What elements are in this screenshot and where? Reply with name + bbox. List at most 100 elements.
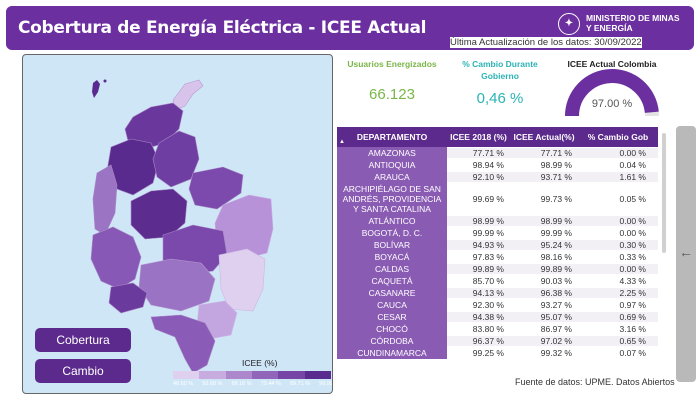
table-row[interactable]: CALDAS 99.89 % 99.89 % 0.00 % bbox=[337, 263, 658, 275]
cell-cambio-gob: 0.07 % bbox=[619, 348, 646, 358]
page-title: Cobertura de Energía Eléctrica - ICEE Ac… bbox=[18, 18, 427, 38]
map-region-centro[interactable] bbox=[130, 188, 188, 240]
table-row[interactable]: AMAZONAS 77.71 % 77.71 % 0.00 % bbox=[337, 147, 658, 159]
map-region-amazonas[interactable] bbox=[150, 314, 216, 374]
table-scrollbar[interactable] bbox=[662, 133, 666, 253]
header-cambio-gob[interactable]: % Cambio Gob bbox=[587, 132, 649, 142]
cell-departamento: CAQUETÁ bbox=[337, 275, 447, 287]
arrow-left-icon[interactable]: ← bbox=[679, 244, 693, 260]
colombia-map[interactable] bbox=[23, 55, 333, 394]
table-row[interactable]: BOLÍVAR 94.93 % 95.24 % 0.30 % bbox=[337, 239, 658, 251]
legend-swatch bbox=[278, 371, 305, 379]
table-body: AMAZONAS 77.71 % 77.71 % 0.00 % ANTIOQUIA 98.… bbox=[337, 147, 658, 359]
ministry-name-line2: Y ENERGÍA bbox=[586, 23, 633, 33]
cell-departamento: CÓRDOBA bbox=[337, 335, 447, 347]
table-row[interactable]: CAQUETÁ 85.70 % 90.03 % 4.33 % bbox=[337, 275, 658, 287]
map-region-guajira[interactable] bbox=[172, 79, 204, 111]
cell-icee-2018: 98.99 % bbox=[447, 216, 510, 226]
legend-label: 48.60 % bbox=[173, 381, 194, 387]
cell-departamento: CUNDINAMARCA bbox=[337, 347, 447, 359]
table-row[interactable]: ATLÁNTICO 98.99 % 98.99 % 0.00 % bbox=[337, 215, 658, 227]
legend-label: 99.99 bbox=[319, 381, 333, 387]
map-region-caqueta[interactable] bbox=[138, 258, 216, 312]
cell-departamento: CASANARE bbox=[337, 287, 447, 299]
cell-icee-2018: 96.37 % bbox=[447, 336, 510, 346]
table-row[interactable]: ANTIOQUIA 98.94 % 98.99 % 0.04 % bbox=[337, 159, 658, 171]
cell-icee-actual: 95.24 % bbox=[510, 240, 578, 250]
legend-label: 89.71 % bbox=[289, 381, 311, 387]
legend-swatch bbox=[251, 371, 279, 379]
cell-icee-actual: 77.71 % bbox=[510, 148, 578, 158]
table-row[interactable]: ARAUCA 92.10 % 93.71 % 1.61 % bbox=[337, 171, 658, 183]
cell-departamento: AMAZONAS bbox=[337, 147, 447, 159]
cell-icee-2018: 94.38 % bbox=[447, 312, 510, 322]
table-row[interactable]: BOGOTÁ, D. C. 99.99 % 99.99 % 0.00 % bbox=[337, 227, 658, 239]
users-value: 66.123 bbox=[369, 86, 415, 103]
cell-icee-2018: 99.69 % bbox=[472, 194, 504, 204]
table-row[interactable]: CÓRDOBA 96.37 % 97.02 % 0.65 % bbox=[337, 335, 658, 347]
change-label-line1: % Cambio Durante bbox=[462, 59, 538, 69]
cell-cambio-gob: 0.97 % bbox=[619, 300, 646, 310]
cell-cambio-gob: 0.00 % bbox=[578, 264, 658, 274]
legend-label: 50.68 % bbox=[202, 381, 223, 387]
table-header-row: DEPARTAMENTO ICEE 2018 (%) ICEE Actual(%… bbox=[337, 127, 658, 147]
cell-departamento: CALDAS bbox=[337, 263, 447, 275]
cell-icee-actual: 93.27 % bbox=[540, 300, 572, 310]
cell-icee-actual: 98.16 % bbox=[540, 252, 572, 262]
icee-label: ICEE Actual Colombia bbox=[567, 59, 657, 69]
cell-icee-actual: 95.07 % bbox=[510, 312, 578, 322]
sort-ascending-icon[interactable]: ▲ bbox=[339, 139, 345, 145]
table-row[interactable]: CUNDINAMARCA 99.25 % 99.32 % 0.07 % bbox=[337, 347, 658, 359]
last-updated-text: Última Actualización de los datos: 30/09… bbox=[450, 37, 642, 48]
table-row[interactable]: CASANARE 94.13 % 96.38 % 2.25 % bbox=[337, 287, 658, 299]
map-region-pacifico-sur[interactable] bbox=[90, 226, 142, 290]
table-row[interactable]: BOYACÁ 97.83 % 98.16 % 0.33 % bbox=[337, 251, 658, 263]
map-region-providencia[interactable] bbox=[103, 79, 107, 83]
cell-cambio-gob: 0.30 % bbox=[578, 240, 658, 250]
header-icee-actual[interactable]: ICEE Actual(%) bbox=[513, 132, 575, 142]
cell-cambio-gob: 0.05 % bbox=[619, 194, 646, 204]
cell-icee-2018: 77.71 % bbox=[447, 148, 510, 158]
icee-value: 97.00 % bbox=[591, 98, 633, 110]
table-row[interactable]: CAUCA 92.30 % 93.27 % 0.97 % bbox=[337, 299, 658, 311]
map-region-san-andres[interactable] bbox=[92, 80, 100, 98]
map-region-putumayo[interactable] bbox=[108, 282, 148, 314]
cambio-button[interactable]: Cambio bbox=[35, 359, 131, 383]
side-collapse-panel[interactable]: ← bbox=[676, 126, 696, 382]
header-departamento[interactable]: DEPARTAMENTO bbox=[356, 132, 428, 142]
icee-gauge bbox=[564, 68, 660, 118]
seal-icon: ✦ bbox=[558, 13, 580, 35]
cell-icee-actual: 97.02 % bbox=[510, 336, 578, 346]
cell-icee-actual: 99.73 % bbox=[540, 194, 572, 204]
ministry-logo: ✦ MINISTERIO DE MINAS Y ENERGÍA bbox=[558, 13, 680, 35]
ministry-name-line1: MINISTERIO DE MINAS bbox=[586, 13, 680, 23]
map-panel[interactable]: Cobertura Cambio ICEE (%) 48.60 % 50.68 … bbox=[22, 54, 333, 394]
table-row[interactable]: CHOCÓ 83.80 % 86.97 % 3.16 % bbox=[337, 323, 658, 335]
cell-departamento: ATLÁNTICO bbox=[337, 215, 447, 227]
map-region-guainia[interactable] bbox=[218, 248, 266, 312]
legend-labels: 48.60 % 50.68 % 68.16 % 79.44 % 89.71 % … bbox=[173, 381, 333, 387]
cell-icee-2018: 99.99 % bbox=[472, 228, 504, 238]
cell-icee-2018: 97.83 % bbox=[472, 252, 504, 262]
cell-icee-actual: 90.03 % bbox=[540, 276, 572, 286]
cell-icee-2018: 99.25 % bbox=[472, 348, 504, 358]
cell-icee-2018: 94.13 % bbox=[447, 288, 510, 298]
table-row[interactable]: CESAR 94.38 % 95.07 % 0.69 % bbox=[337, 311, 658, 323]
departments-table[interactable]: DEPARTAMENTO ICEE 2018 (%) ICEE Actual(%… bbox=[337, 127, 658, 367]
legend-title: ICEE (%) bbox=[242, 358, 278, 368]
cell-icee-2018: 98.94 % bbox=[472, 160, 504, 170]
cell-cambio-gob: 3.16 % bbox=[619, 324, 646, 334]
map-region-arauca[interactable] bbox=[188, 166, 244, 210]
table-row[interactable]: ARCHIPIÉLAGO DE SAN ANDRÉS, PROVIDENCIA … bbox=[337, 183, 658, 215]
cell-icee-2018: 83.80 % bbox=[472, 324, 504, 334]
cell-cambio-gob: 1.61 % bbox=[578, 172, 658, 182]
map-region-santander[interactable] bbox=[152, 130, 200, 188]
cell-departamento: BOGOTÁ, D. C. bbox=[337, 227, 447, 239]
legend-color-scale bbox=[173, 371, 331, 379]
header-icee-2018[interactable]: ICEE 2018 (%) bbox=[450, 132, 507, 142]
cell-cambio-gob: 0.04 % bbox=[619, 160, 646, 170]
cell-cambio-gob: 0.00 % bbox=[619, 228, 646, 238]
cell-icee-2018: 94.93 % bbox=[447, 240, 510, 250]
map-region-choco[interactable] bbox=[92, 164, 118, 236]
cobertura-button[interactable]: Cobertura bbox=[35, 328, 131, 352]
